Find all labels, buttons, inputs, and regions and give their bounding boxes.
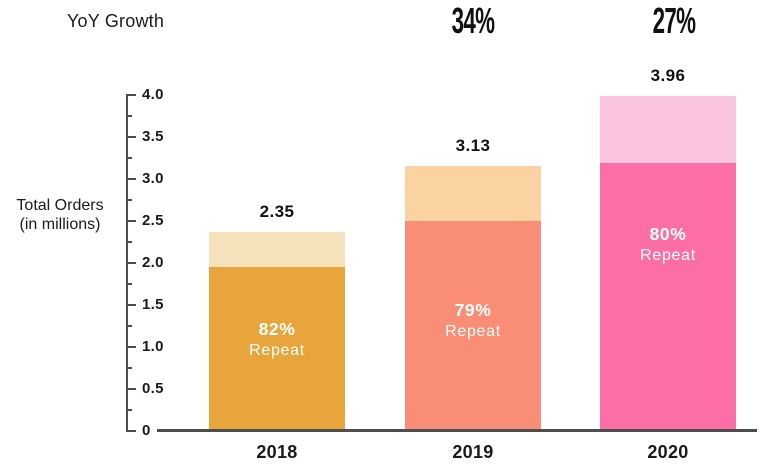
bar-2018: 82% Repeat: [209, 232, 345, 429]
y-axis-tick-label: 3.5: [142, 128, 164, 145]
y-axis-tick-label: 1.0: [142, 338, 164, 355]
bar-2018-total-label: 2.35: [259, 202, 295, 221]
y-axis-minor-tick: [126, 283, 132, 285]
y-axis-minor-tick: [126, 115, 132, 117]
bar-2020: 80% Repeat: [600, 96, 736, 429]
y-axis-minor-tick: [126, 199, 132, 201]
bar-2019-total-label: 3.13: [455, 136, 491, 155]
y-axis-title-line1: Total Orders: [16, 197, 104, 214]
y-axis-minor-tick: [126, 241, 132, 243]
y-axis-tick-label: 3.0: [142, 170, 164, 187]
x-axis-label-2020: 2020: [647, 442, 689, 462]
y-axis-major-tick: [126, 304, 136, 306]
y-axis-major-tick: [126, 262, 136, 264]
bar-2018-nonrepeat-segment: [209, 232, 345, 267]
y-axis-minor-tick: [126, 367, 132, 369]
bar-2020-repeat-label: 80% Repeat: [600, 223, 736, 266]
bar-2018-repeat-segment: 82% Repeat: [209, 267, 345, 429]
bar-2018-repeat-label: 82% Repeat: [209, 318, 345, 361]
y-axis-tick-label: 4.0: [142, 86, 164, 103]
y-axis-tick-label: 1.5: [142, 296, 164, 313]
bar-2020-nonrepeat-segment: [600, 96, 736, 163]
y-axis-tick-label: 2.0: [142, 254, 164, 271]
repeat-word-text: Repeat: [249, 342, 305, 359]
y-axis-minor-tick: [126, 325, 132, 327]
y-axis-major-tick: [126, 94, 136, 96]
bar-2019-repeat-label: 79% Repeat: [405, 299, 541, 342]
y-axis-minor-tick: [126, 409, 132, 411]
y-axis-major-tick: [126, 220, 136, 222]
repeat-percent-text: 79%: [454, 300, 492, 320]
x-axis-line: [157, 429, 757, 432]
y-axis-tick-label: 2.5: [142, 212, 164, 229]
y-axis-minor-tick: [126, 157, 132, 159]
x-axis-label-2019: 2019: [452, 442, 494, 462]
y-axis-title-line2: (in millions): [19, 216, 101, 233]
bar-2019: 79% Repeat: [405, 166, 541, 429]
y-axis-major-tick: [126, 430, 136, 432]
x-axis-label-2018: 2018: [256, 442, 298, 462]
bar-2020-repeat-segment: 80% Repeat: [600, 163, 736, 429]
yoy-growth-label: YoY Growth: [67, 11, 165, 31]
bar-2019-repeat-segment: 79% Repeat: [405, 221, 541, 429]
y-axis-tick-label: 0.5: [142, 380, 164, 397]
y-axis-major-tick: [126, 178, 136, 180]
y-axis-major-tick: [126, 346, 136, 348]
repeat-percent-text: 80%: [649, 224, 687, 244]
y-axis-major-tick: [126, 388, 136, 390]
bar-2019-nonrepeat-segment: [405, 166, 541, 221]
yoy-growth-value-2020: 27%: [652, 0, 696, 41]
yoy-growth-value-2019: 34%: [451, 0, 495, 41]
repeat-word-text: Repeat: [445, 323, 501, 340]
y-axis-title: Total Orders (in millions): [2, 196, 118, 234]
repeat-word-text: Repeat: [640, 247, 696, 264]
bar-2020-total-label: 3.96: [650, 66, 686, 85]
repeat-percent-text: 82%: [258, 319, 296, 339]
y-axis-major-tick: [126, 136, 136, 138]
y-axis-tick-label: 0: [142, 422, 151, 439]
